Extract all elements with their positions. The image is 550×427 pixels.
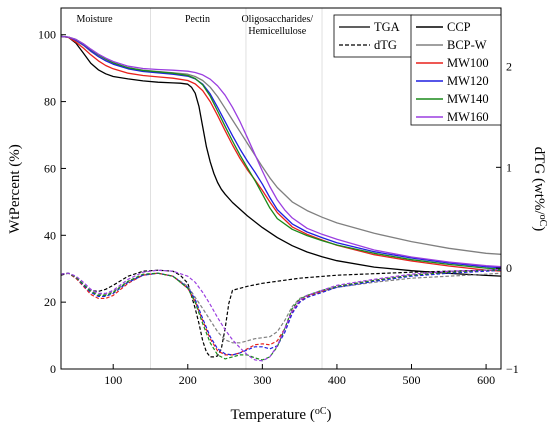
tga-line-mw140 [60,35,502,270]
region-dividers [149,8,323,369]
tga-line-ccp [60,35,502,277]
region-label-hemicellulose: Hemicellulose [248,26,306,37]
series-legend-label-bcp-w: BCP-W [447,38,487,52]
region-label-oligosaccharides: Oligosaccharides/ [241,14,313,25]
series-legend-label-ccp: CCP [447,20,471,34]
y-tick-label-40: 40 [44,228,56,242]
series-legend-label-mw100: MW100 [447,56,489,70]
x-tick-label-600: 600 [477,373,495,387]
y2-axis-ticks: −1 0 1 2 [496,59,519,376]
series-legend-box [410,14,502,126]
curves [60,35,502,362]
style-legend-box [333,14,413,58]
tga-line-mw160 [60,35,502,268]
y2-tick-label-minus-1: −1 [506,362,519,376]
y-tick-label-20: 20 [44,295,56,309]
style-legend: TGA dTG [333,14,413,58]
x-tick-label-500: 500 [403,373,421,387]
x-tick-label-400: 400 [328,373,346,387]
x-axis-label: Temperature (oC) [231,406,332,423]
plot-frame [60,7,502,370]
style-legend-dtg-label: dTG [374,38,397,52]
y2-tick-label-0: 0 [506,261,512,275]
y-axis-label: WtPercent (%) [7,144,23,234]
dtg-line-mw120 [60,269,502,356]
dtg-line-mw160 [60,268,502,362]
y2-tick-label-2: 2 [506,59,512,73]
dtg-line-mw140 [60,269,501,361]
tga-line-mw120 [60,35,502,269]
y-tick-label-60: 60 [44,161,56,175]
series-legend-label-mw140: MW140 [447,92,489,106]
y2-axis-label: dTG (wt%/oC) [531,147,548,232]
y-tick-label-100: 100 [38,28,56,42]
x-axis-ticks: 100 200 300 400 500 600 [104,364,495,387]
region-labels: Moisture Pectin Oligosaccharides/Hemicellu… [77,14,314,37]
y2-tick-label-1: 1 [506,160,512,174]
dtg-line-mw100 [60,269,501,356]
dtg-line-ccp [60,268,502,358]
series-legend-label-mw160: MW160 [447,110,489,124]
region-label-moisture: Moisture [77,14,114,25]
y-tick-label-80: 80 [44,95,56,109]
x-tick-label-300: 300 [253,373,271,387]
y-tick-label-0: 0 [50,362,56,376]
y-axis-ticks: 0 20 40 60 80 100 [38,28,66,376]
x-tick-label-100: 100 [104,373,122,387]
series-legend-label-mw120: MW120 [447,74,489,88]
region-label-pectin: Pectin [185,14,210,25]
x-tick-label-200: 200 [179,373,197,387]
style-legend-tga-label: TGA [374,20,400,34]
series-legend: CCP BCP-W MW100 MW120 MW140 MW160 [410,14,502,126]
